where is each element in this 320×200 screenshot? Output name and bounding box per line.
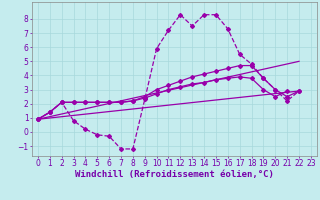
X-axis label: Windchill (Refroidissement éolien,°C): Windchill (Refroidissement éolien,°C) xyxy=(75,170,274,179)
